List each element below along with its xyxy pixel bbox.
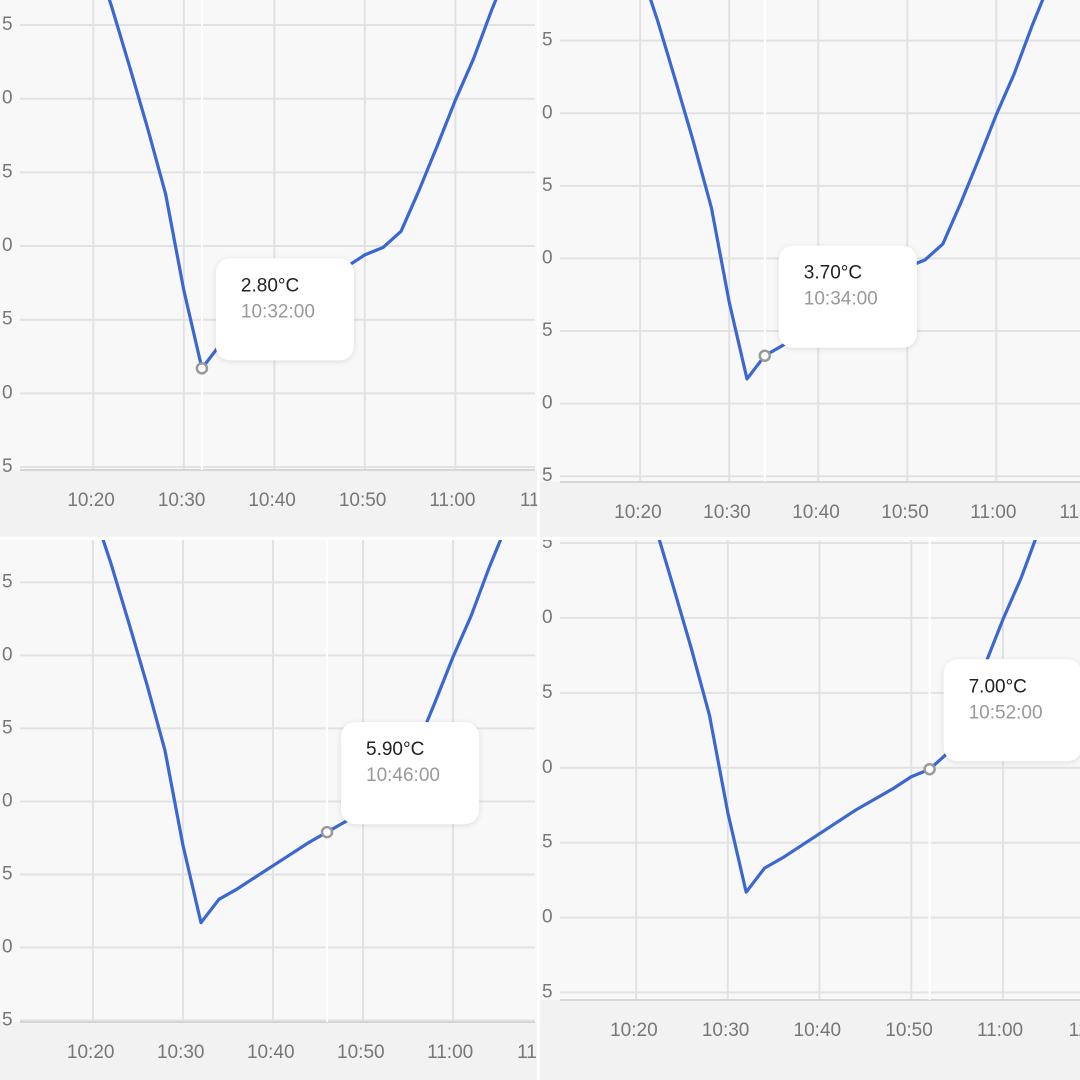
y-tick-label: 0 — [542, 247, 553, 268]
tooltip-time: 10:34:00 — [804, 289, 878, 310]
chart-panel: 5 0 5 0 5 0 5 10:20 10:30 10:40 10:50 11:00 11 3.70°C… — [540, 0, 1080, 537]
y-tick-label: 0 — [2, 382, 13, 403]
x-tick-label: 10:40 — [792, 502, 840, 523]
tooltip-time: 10:46:00 — [366, 765, 440, 786]
tooltip-time: 10:52:00 — [969, 702, 1043, 723]
x-tick-label: 11 — [1059, 502, 1079, 523]
x-tick-label: 10:20 — [67, 490, 115, 511]
y-tick-label: 5 — [2, 14, 13, 35]
y-tick-label: 0 — [542, 757, 553, 778]
y-tick-label: 0 — [2, 235, 13, 256]
cursor-dot — [758, 349, 772, 362]
y-tick-label: 0 — [542, 607, 553, 628]
x-tick-label: 11:00 — [977, 1020, 1023, 1041]
y-tick-label: 0 — [2, 88, 13, 109]
x-tick-label: 10:20 — [610, 1020, 658, 1041]
y-tick-label: 0 — [542, 102, 553, 123]
y-tick-label: 5 — [2, 717, 13, 738]
x-tick-label: 11:00 — [429, 490, 475, 511]
y-tick-label: 5 — [2, 863, 13, 884]
y-tick-label: 0 — [542, 907, 553, 928]
axis-strip — [0, 1022, 537, 1080]
x-tick-label: 11 — [1069, 1020, 1080, 1041]
y-tick-label: 5 — [542, 532, 553, 553]
y-tick-label: 5 — [542, 982, 553, 1003]
x-tick-label: 10:40 — [794, 1020, 842, 1041]
x-tick-label: 10:30 — [157, 1042, 205, 1063]
temperature-line — [657, 540, 1037, 894]
x-tick-label: 11 — [520, 490, 540, 511]
x-tick-label: 10:40 — [248, 490, 296, 511]
tooltip-value: 7.00°C — [969, 676, 1027, 697]
chart-panel: 5 0 5 0 5 0 5 10:20 10:30 10:40 10:50 11:00 11 5.90°C… — [0, 540, 537, 1080]
y-tick-label: 5 — [542, 832, 553, 853]
x-tick-label: 11:00 — [427, 1042, 473, 1063]
y-tick-label: 5 — [542, 682, 553, 703]
y-tick-label: 0 — [2, 790, 13, 811]
x-tick-label: 10:50 — [339, 490, 387, 511]
y-tick-label: 5 — [542, 465, 553, 486]
axis-strip — [0, 470, 537, 537]
cursor-dot — [923, 763, 936, 776]
y-tick-label: 5 — [2, 456, 13, 477]
tooltip-value: 2.80°C — [241, 275, 299, 296]
y-tick-label: 5 — [2, 161, 13, 182]
y-tick-label: 0 — [2, 937, 13, 958]
tooltip-box — [215, 258, 354, 361]
y-tick-label: 0 — [542, 393, 553, 414]
y-tick-label: 5 — [542, 30, 553, 51]
y-tick-label: 0 — [2, 644, 13, 665]
x-tick-label: 10:30 — [702, 1020, 750, 1041]
x-tick-label: 10:20 — [67, 1042, 115, 1063]
axis-strip — [540, 1000, 1080, 1080]
axis-strip — [540, 482, 1080, 537]
panel-background — [540, 540, 1080, 1080]
y-tick-label: 5 — [542, 175, 553, 196]
x-tick-label: 11 — [517, 1042, 537, 1063]
x-tick-label: 10:30 — [158, 490, 206, 511]
cursor-dot — [320, 825, 334, 839]
chart-panel: 5 0 5 0 5 0 5 10:20 10:30 10:40 10:50 11:00 11 7.00°C… — [540, 532, 1080, 1080]
tooltip-box — [778, 245, 917, 348]
x-tick-label: 10:50 — [337, 1042, 385, 1063]
x-tick-label: 10:50 — [885, 1020, 933, 1041]
tooltip-box — [943, 659, 1080, 762]
tooltip-value: 5.90°C — [366, 739, 424, 760]
y-tick-label: 5 — [2, 571, 13, 592]
x-tick-label: 10:20 — [614, 502, 662, 523]
tooltip-value: 3.70°C — [804, 263, 862, 284]
x-tick-label: 10:30 — [703, 502, 751, 523]
y-tick-label: 5 — [2, 1010, 13, 1031]
temperature-line — [101, 540, 503, 925]
x-tick-label: 10:40 — [247, 1042, 295, 1063]
x-tick-label: 10:50 — [881, 502, 929, 523]
tooltip-box — [341, 722, 480, 825]
y-tick-label: 5 — [542, 320, 553, 341]
tooltip-time: 10:32:00 — [241, 301, 315, 322]
x-tick-label: 11:00 — [970, 502, 1016, 523]
y-tick-label: 5 — [2, 309, 13, 330]
chart-panel: 5 0 5 0 5 0 5 10:20 10:30 10:40 10:50 11:00 11 2.80°C… — [0, 0, 540, 537]
cursor-dot — [195, 362, 209, 375]
